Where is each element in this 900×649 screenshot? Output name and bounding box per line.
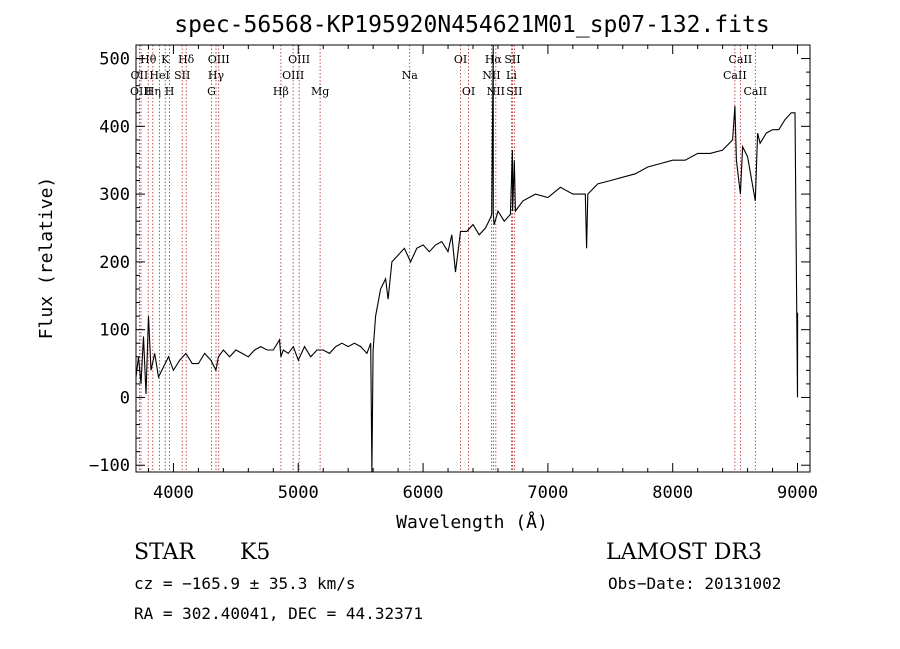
line-label-hβ: Hβ	[273, 85, 289, 98]
line-label-oiii: OIII	[208, 53, 230, 66]
line-label-oi: OI	[462, 85, 475, 98]
y-tick-label: 0	[120, 388, 130, 408]
spectral-subclass: K5	[240, 540, 271, 565]
emission-line-markers	[138, 45, 756, 472]
line-label-sii: SII	[506, 85, 522, 98]
x-tick-label: 5000	[278, 483, 319, 503]
line-label-sii: SII	[174, 69, 190, 82]
line-label-caii: CaII	[729, 53, 753, 66]
line-label-caii: CaII	[723, 69, 747, 82]
x-axis-label: Wavelength (Å)	[396, 511, 548, 533]
line-label-hγ: Hγ	[208, 69, 225, 82]
y-tick-label: 200	[99, 253, 130, 273]
line-label-oi: OI	[454, 53, 467, 66]
y-tick-label: 100	[99, 321, 130, 341]
line-label-g: G	[207, 85, 216, 98]
redshift-velocity: cz = −165.9 ± 35.3 km/s	[134, 574, 356, 593]
spectrum-chart: spec-56568-KP195920N454621M01_sp07-132.f…	[36, 12, 818, 533]
line-label-hη: Hη	[145, 85, 161, 98]
y-tick-label: 400	[99, 117, 130, 137]
line-label-na: Na	[402, 69, 419, 82]
ra-dec-coordinates: RA = 302.40041, DEC = 44.32371	[134, 604, 423, 623]
x-axis-ticks: 4000 5000 6000 7000 8000 9000	[147, 45, 818, 503]
y-tick-label: 500	[99, 50, 130, 70]
line-label-oiii: OIII	[282, 69, 304, 82]
line-label-hδ: Hδ	[178, 53, 195, 66]
line-label-nii: NII	[482, 69, 500, 82]
line-label-oii: OII	[131, 69, 149, 82]
y-tick-label: 300	[99, 185, 130, 205]
line-label-k: K	[161, 53, 170, 66]
y-axis-ticks: −100 0 100 200 300 400 500	[89, 50, 810, 476]
spectrum-series-line	[135, 44, 799, 473]
line-label-oiii: OIII	[288, 53, 310, 66]
line-label-hei: HeI	[149, 69, 169, 82]
x-tick-label: 9000	[777, 483, 818, 503]
chart-title: spec-56568-KP195920N454621M01_sp07-132.f…	[174, 12, 769, 38]
line-label-sii: SII	[504, 53, 520, 66]
observation-date: Obs−Date: 20131002	[608, 574, 782, 593]
x-tick-label: 8000	[652, 483, 693, 503]
line-label-caii: CaII	[743, 85, 767, 98]
x-tick-label: 6000	[403, 483, 444, 503]
x-tick-label: 7000	[527, 483, 568, 503]
line-label-nii: NII	[487, 85, 505, 98]
y-tick-label: −100	[89, 456, 130, 476]
line-label-mg: Mg	[311, 85, 329, 98]
line-label-h: H	[165, 85, 175, 98]
line-label-li: Li	[506, 69, 517, 82]
line-label-oiii: OIII	[130, 85, 152, 98]
y-axis-label: Flux (relative)	[36, 177, 57, 340]
plot-frame	[135, 44, 811, 473]
x-tick-label: 4000	[153, 483, 194, 503]
line-label-hθ: Hθ	[140, 53, 157, 66]
survey-name: LAMOST DR3	[606, 540, 762, 565]
object-type: STAR	[134, 540, 195, 565]
